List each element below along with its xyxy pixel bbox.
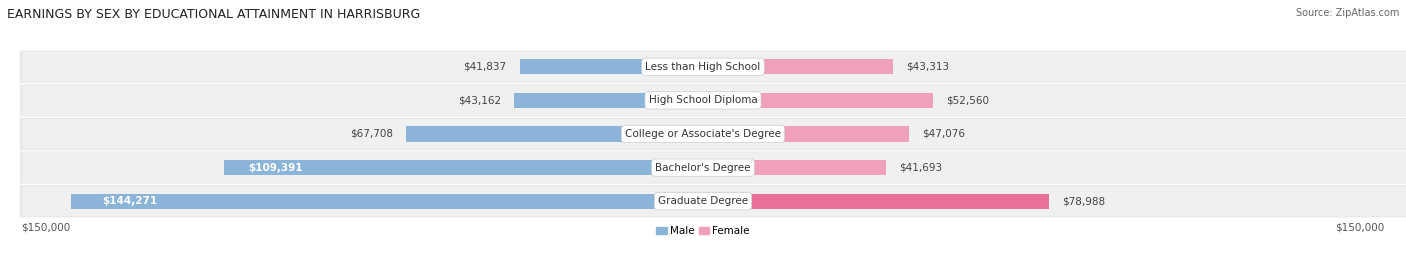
- Bar: [703, 160, 886, 175]
- FancyBboxPatch shape: [22, 52, 1406, 82]
- Text: $78,988: $78,988: [1062, 196, 1105, 206]
- Bar: [72, 194, 703, 209]
- Text: College or Associate's Degree: College or Associate's Degree: [626, 129, 780, 139]
- Text: $47,076: $47,076: [922, 129, 966, 139]
- Text: Graduate Degree: Graduate Degree: [658, 196, 748, 206]
- Text: $144,271: $144,271: [103, 196, 157, 206]
- Text: High School Diploma: High School Diploma: [648, 95, 758, 105]
- Text: $67,708: $67,708: [350, 129, 394, 139]
- Bar: [224, 160, 703, 175]
- Legend: Male, Female: Male, Female: [652, 222, 754, 240]
- FancyBboxPatch shape: [22, 85, 1406, 115]
- Text: Less than High School: Less than High School: [645, 62, 761, 72]
- FancyBboxPatch shape: [22, 186, 1406, 216]
- FancyBboxPatch shape: [20, 185, 1406, 217]
- Bar: [520, 59, 703, 74]
- Text: $43,313: $43,313: [905, 62, 949, 72]
- Bar: [703, 59, 893, 74]
- Text: Source: ZipAtlas.com: Source: ZipAtlas.com: [1295, 8, 1399, 18]
- FancyBboxPatch shape: [20, 84, 1406, 117]
- Bar: [406, 126, 703, 142]
- Text: $41,693: $41,693: [898, 163, 942, 173]
- Bar: [703, 126, 910, 142]
- Text: $41,837: $41,837: [464, 62, 506, 72]
- Text: Bachelor's Degree: Bachelor's Degree: [655, 163, 751, 173]
- Text: $109,391: $109,391: [247, 163, 302, 173]
- FancyBboxPatch shape: [20, 151, 1406, 184]
- Text: EARNINGS BY SEX BY EDUCATIONAL ATTAINMENT IN HARRISBURG: EARNINGS BY SEX BY EDUCATIONAL ATTAINMEN…: [7, 8, 420, 21]
- FancyBboxPatch shape: [20, 118, 1406, 150]
- Text: $52,560: $52,560: [946, 95, 990, 105]
- FancyBboxPatch shape: [22, 119, 1406, 149]
- Bar: [703, 93, 934, 108]
- Bar: [515, 93, 703, 108]
- FancyBboxPatch shape: [20, 51, 1406, 83]
- FancyBboxPatch shape: [22, 153, 1406, 183]
- Text: $43,162: $43,162: [458, 95, 501, 105]
- Bar: [703, 194, 1049, 209]
